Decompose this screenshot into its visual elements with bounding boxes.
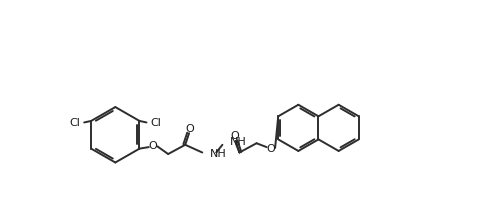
Text: O: O — [185, 124, 194, 134]
Text: O: O — [266, 144, 275, 154]
Text: Cl: Cl — [150, 118, 161, 128]
Text: NH: NH — [210, 149, 227, 159]
Text: O: O — [230, 131, 239, 141]
Text: O: O — [148, 141, 157, 151]
Text: Cl: Cl — [70, 118, 80, 128]
Text: NH: NH — [230, 137, 247, 148]
